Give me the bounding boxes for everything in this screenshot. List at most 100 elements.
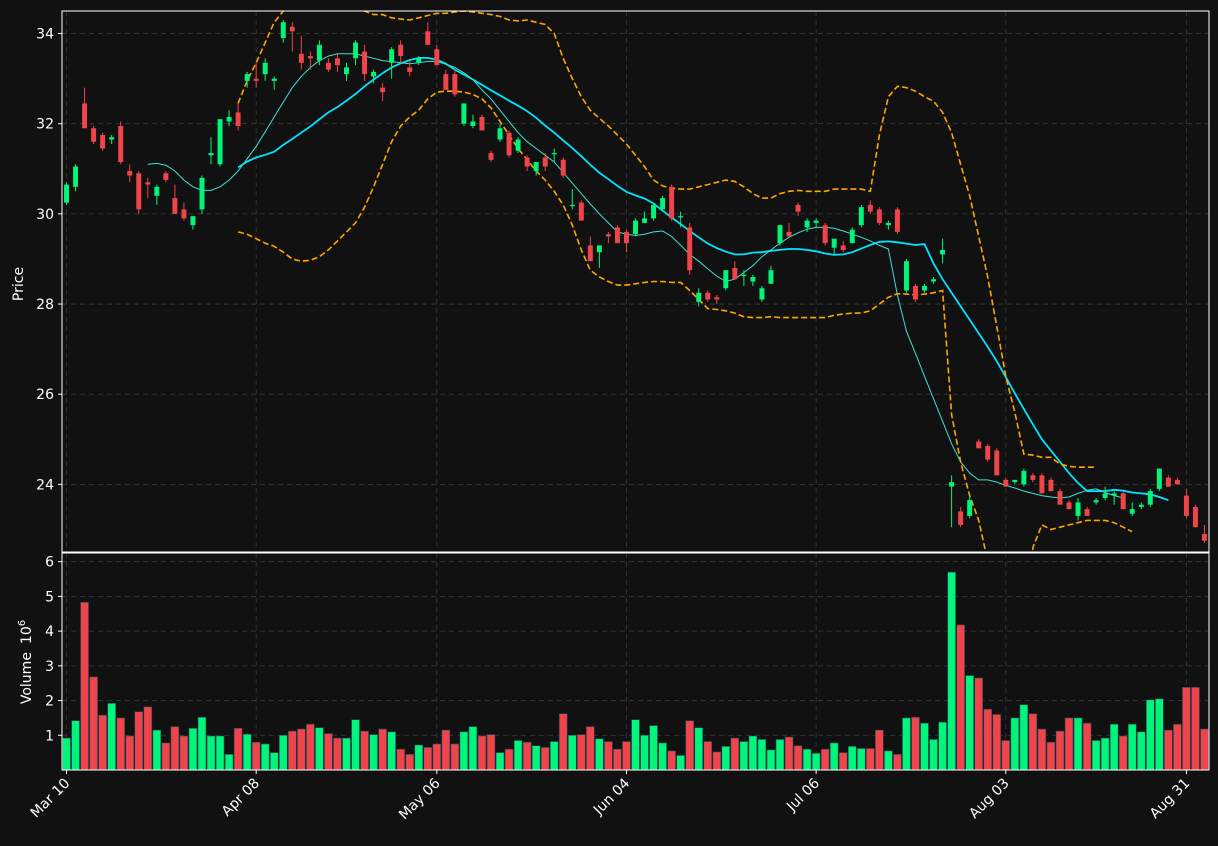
candle-body [479,116,485,131]
candle-body [289,26,295,32]
volume-bar [1146,699,1155,770]
moving-average-line [237,57,1169,502]
volume-bar [495,752,505,770]
candle-body [515,139,521,151]
volume-tick-label: 3 [45,659,54,675]
candle-body [651,204,657,219]
volume-bar [558,713,568,770]
candle-body [407,67,413,72]
volume-bar [847,746,857,770]
volume-bar [703,741,713,770]
volume-bar [920,722,929,770]
candle-body [226,116,232,122]
candle-body [1075,502,1081,516]
volume-bar [929,739,938,770]
volume-bar [134,711,144,770]
volume-bar [956,624,965,770]
candle-body [768,270,774,284]
candle-body [64,184,69,203]
volume-bar [143,706,153,770]
candle-body [596,245,602,253]
volume-bar [739,741,749,770]
volume-bar [459,731,469,770]
volume-bar [893,754,902,770]
volume-bar [477,735,487,770]
volume-bar [251,741,261,770]
candle-body [163,173,169,181]
volume-bar [152,729,162,770]
volume-bar [531,745,541,770]
volume-bar [938,721,947,770]
candle-body [1120,493,1126,510]
candle-body [669,186,675,219]
candle-body [1202,533,1207,541]
candle-body [262,62,268,75]
volume-bar [1082,722,1092,770]
volume-bar [866,748,875,770]
candle-body [253,78,259,81]
volume-bar [468,726,478,770]
volume-bar [983,708,993,770]
volume-y-axis: 1 2 3 4 5 6 [45,555,62,744]
volume-bar [631,719,640,770]
candle-body [181,209,187,219]
volume-bar [992,714,1002,770]
candle-body [849,229,855,244]
candle-body [786,231,792,237]
candle-body [1012,479,1018,483]
volume-bar [540,747,550,770]
candle-body [1066,502,1072,510]
price-panel [62,11,1209,552]
candle-body [560,159,566,176]
volume-bar [351,719,360,770]
candle-body [136,173,142,210]
candle-body [344,67,349,75]
candle-body [723,270,729,289]
volume-bar [224,754,234,770]
volume-bar [784,736,794,770]
price-y-axis: 24 26 28 30 32 34 [36,27,62,493]
volume-bar [1037,728,1047,770]
volume-bar [486,734,496,770]
volume-bar [730,737,740,770]
candle-body [931,279,937,282]
candle-body [1156,468,1162,489]
candle-body [985,446,991,460]
candle-body [217,119,223,165]
volume-bar [315,727,324,770]
candle-body [831,238,837,248]
candle-body [605,234,611,237]
candle-body [822,225,828,244]
candle-body [614,227,620,244]
volume-bar [98,714,107,770]
volume-bar [1091,740,1101,770]
volume-bar [658,742,667,770]
volume-bar [179,735,189,770]
volume-bar [1100,737,1110,770]
candle-body [533,162,539,172]
volume-bar [242,733,252,770]
volume-bar [197,716,207,770]
price-tick-label: 32 [36,117,54,133]
volume-bar [577,734,586,770]
volume-bar [595,738,604,770]
candle-body [903,261,909,291]
volume-exponent-base: 10 [19,626,35,644]
volume-bar [71,720,80,770]
candle-body [949,482,955,487]
candle-body [452,74,458,95]
candle-body [958,511,964,525]
candle-body [551,153,557,155]
candle-body [497,128,503,140]
volume-bar [306,723,315,770]
candle-body [145,182,151,185]
candle-body [1147,491,1153,505]
candle-body [732,267,738,280]
volume-bar [423,747,433,770]
candle-body [687,227,693,271]
volume-bar [324,733,333,770]
candle-body [994,450,1000,476]
candle-body [967,500,973,516]
